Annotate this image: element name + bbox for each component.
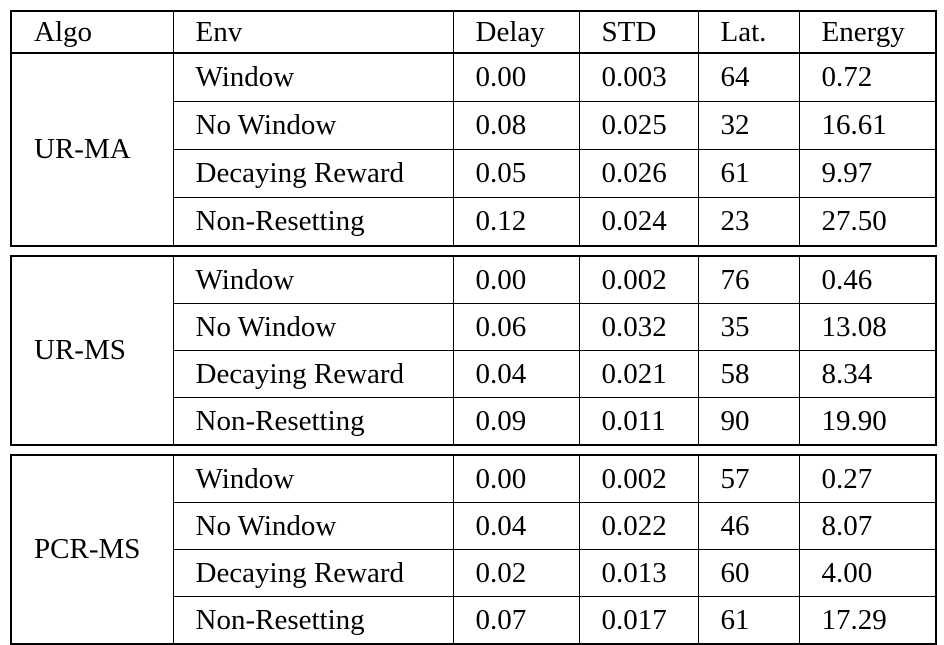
- energy-cell: 9.97: [798, 149, 937, 198]
- env-cell: Window: [172, 454, 454, 503]
- std-cell: 0.025: [578, 101, 699, 150]
- std-cell: 0.017: [578, 596, 699, 645]
- std-cell: 0.032: [578, 303, 699, 351]
- lat-cell: 35: [697, 303, 800, 351]
- lat-cell: 61: [697, 149, 800, 198]
- delay-cell: 0.00: [452, 52, 580, 102]
- env-cell: Non-Resetting: [172, 596, 454, 645]
- lat-cell: 61: [697, 596, 800, 645]
- env-cell: No Window: [172, 101, 454, 150]
- env-cell: Non-Resetting: [172, 197, 454, 247]
- algo-group-label: PCR-MS: [10, 454, 174, 645]
- energy-cell: 8.34: [798, 350, 937, 398]
- table-block-pcr-ms: PCR-MS Window 0.00 0.002 57 0.27 No Wind…: [10, 454, 937, 645]
- lat-cell: 57: [697, 454, 800, 503]
- col-header-algo: Algo: [10, 10, 174, 54]
- col-header-energy: Energy: [798, 10, 937, 54]
- algo-group-label: UR-MS: [10, 255, 174, 446]
- lat-cell: 76: [697, 255, 800, 304]
- delay-cell: 0.05: [452, 149, 580, 198]
- table-row: No Window 0.04 0.022 46 8.07: [11, 502, 937, 550]
- col-header-delay: Delay: [452, 10, 580, 54]
- std-cell: 0.024: [578, 197, 699, 247]
- env-cell: Decaying Reward: [172, 350, 454, 398]
- delay-cell: 0.04: [452, 350, 580, 398]
- std-cell: 0.003: [578, 52, 699, 102]
- std-cell: 0.011: [578, 397, 699, 446]
- col-header-lat: Lat.: [697, 10, 800, 54]
- energy-cell: 19.90: [798, 397, 937, 446]
- env-cell: No Window: [172, 502, 454, 550]
- table-row: Non-Resetting 0.12 0.024 23 27.50: [11, 197, 937, 247]
- lat-cell: 46: [697, 502, 800, 550]
- lat-cell: 23: [697, 197, 800, 247]
- lat-cell: 32: [697, 101, 800, 150]
- std-cell: 0.026: [578, 149, 699, 198]
- delay-cell: 0.06: [452, 303, 580, 351]
- table-block-ur-ma: Algo Env Delay STD Lat. Energy UR-MA Win…: [10, 10, 937, 247]
- delay-cell: 0.04: [452, 502, 580, 550]
- table-row: Non-Resetting 0.09 0.011 90 19.90: [11, 397, 937, 446]
- std-cell: 0.002: [578, 255, 699, 304]
- energy-cell: 27.50: [798, 197, 937, 247]
- table-row: PCR-MS Window 0.00 0.002 57 0.27: [10, 454, 937, 645]
- env-cell: Decaying Reward: [172, 549, 454, 597]
- table-row: Non-Resetting 0.07 0.017 61 17.29: [11, 596, 937, 645]
- delay-cell: 0.07: [452, 596, 580, 645]
- std-cell: 0.021: [578, 350, 699, 398]
- delay-cell: 0.09: [452, 397, 580, 446]
- table-row: Decaying Reward 0.02 0.013 60 4.00: [11, 549, 937, 597]
- table-block-ur-ms: UR-MS Window 0.00 0.002 76 0.46 No Windo…: [10, 255, 937, 446]
- env-cell: No Window: [172, 303, 454, 351]
- table-row: UR-MA Window 0.00 0.003 64 0.72: [10, 52, 937, 247]
- energy-cell: 17.29: [798, 596, 937, 645]
- energy-cell: 0.27: [798, 454, 937, 503]
- table-header-row: Algo Env Delay STD Lat. Energy: [10, 10, 937, 54]
- env-cell: Window: [172, 255, 454, 304]
- delay-cell: 0.12: [452, 197, 580, 247]
- table-row: UR-MS Window 0.00 0.002 76 0.46: [10, 255, 937, 446]
- algo-group-label: UR-MA: [10, 52, 174, 247]
- env-cell: Decaying Reward: [172, 149, 454, 198]
- energy-cell: 0.72: [798, 52, 937, 102]
- delay-cell: 0.00: [452, 255, 580, 304]
- energy-cell: 8.07: [798, 502, 937, 550]
- env-cell: Non-Resetting: [172, 397, 454, 446]
- std-cell: 0.013: [578, 549, 699, 597]
- std-cell: 0.022: [578, 502, 699, 550]
- delay-cell: 0.00: [452, 454, 580, 503]
- energy-cell: 4.00: [798, 549, 937, 597]
- table-row: Decaying Reward 0.05 0.026 61 9.97: [11, 149, 937, 198]
- delay-cell: 0.02: [452, 549, 580, 597]
- col-header-env: Env: [172, 10, 454, 54]
- col-header-std: STD: [578, 10, 699, 54]
- env-cell: Window: [172, 52, 454, 102]
- energy-cell: 16.61: [798, 101, 937, 150]
- lat-cell: 58: [697, 350, 800, 398]
- std-cell: 0.002: [578, 454, 699, 503]
- lat-cell: 64: [697, 52, 800, 102]
- energy-cell: 0.46: [798, 255, 937, 304]
- table-row: No Window 0.06 0.032 35 13.08: [11, 303, 937, 351]
- lat-cell: 60: [697, 549, 800, 597]
- energy-cell: 13.08: [798, 303, 937, 351]
- delay-cell: 0.08: [452, 101, 580, 150]
- table-row: Decaying Reward 0.04 0.021 58 8.34: [11, 350, 937, 398]
- lat-cell: 90: [697, 397, 800, 446]
